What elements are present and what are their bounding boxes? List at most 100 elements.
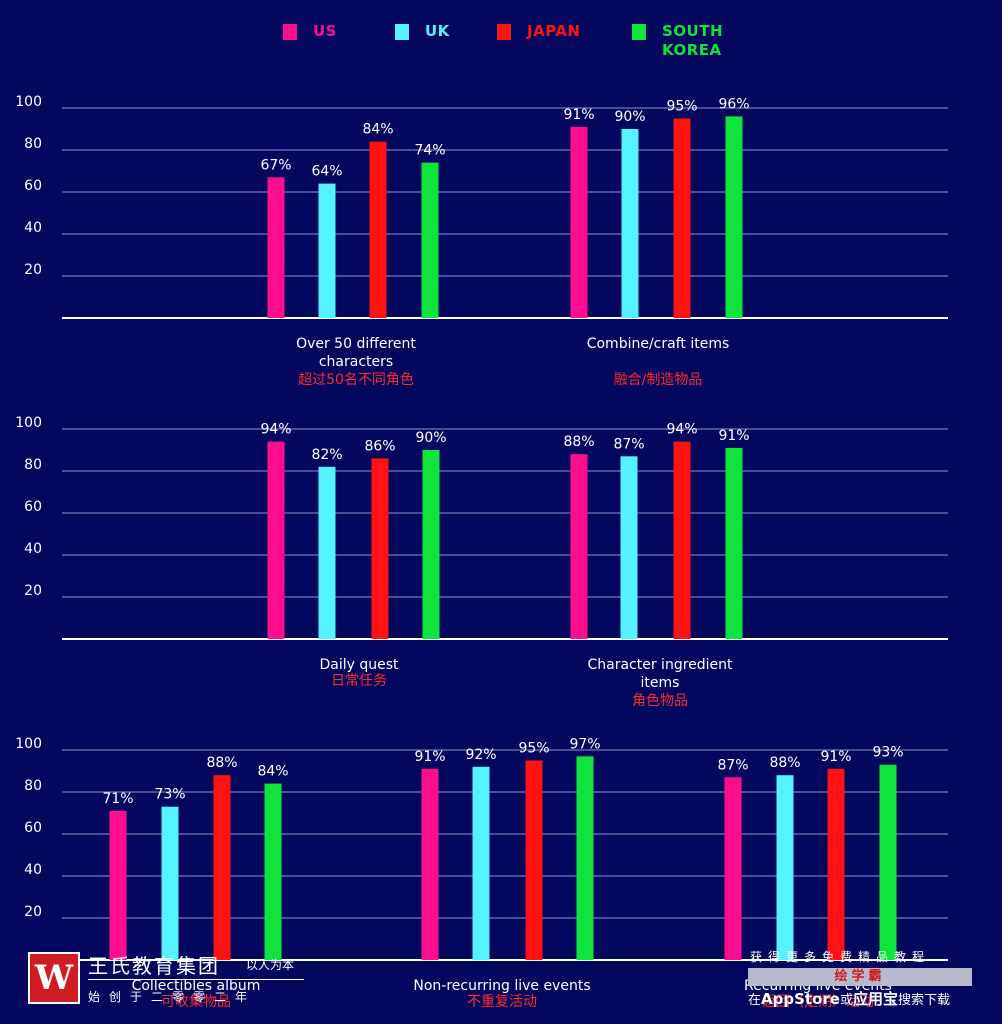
bar <box>621 129 639 318</box>
bar-value-label: 97% <box>569 736 600 752</box>
bar <box>318 466 336 639</box>
y-tick-label: 20 <box>24 583 42 599</box>
store-name: AppStore <box>761 990 840 1008</box>
y-tick-label: 80 <box>24 136 42 152</box>
bar-value-label: 87% <box>613 436 644 452</box>
legend-label-japan: JAPAN <box>527 22 581 40</box>
bar <box>472 766 490 960</box>
watermark-left: W 王氏教育集团 以人为本 始创于二零零二年 <box>28 950 318 1010</box>
watermark-org-name: 王氏教育集团 <box>88 954 220 978</box>
download-prefix: 在 <box>748 993 762 1008</box>
bar-value-label: 73% <box>154 787 185 803</box>
bar <box>620 456 638 639</box>
bar <box>724 777 742 960</box>
bar-value-label: 94% <box>666 422 697 438</box>
legend-item-japan: JAPAN <box>497 22 580 41</box>
bar <box>369 141 387 318</box>
legend-swatch-south-korea <box>632 24 646 40</box>
bar-value-label: 91% <box>563 107 594 123</box>
y-tick-label: 80 <box>24 457 42 473</box>
bar <box>213 775 231 960</box>
watermark-motto: 以人为本 <box>246 958 295 972</box>
brand-logo-icon: W <box>28 952 80 1004</box>
bar-value-label: 82% <box>311 447 342 463</box>
category-label: Daily quest <box>319 657 399 673</box>
bar <box>421 162 439 318</box>
category-label-cn: 融合/制造物品 <box>614 372 703 388</box>
legend-swatch-uk <box>395 24 409 40</box>
bar <box>421 768 439 960</box>
bar-value-label: 92% <box>465 747 496 763</box>
bar-value-label: 95% <box>518 741 549 757</box>
bar-value-label: 87% <box>717 757 748 773</box>
bar <box>827 768 845 960</box>
legend-item-us: US <box>283 22 337 41</box>
bar <box>725 447 743 639</box>
bar-value-label: 71% <box>102 791 133 807</box>
bar <box>264 783 282 960</box>
bar <box>673 118 691 318</box>
bar <box>318 183 336 318</box>
bar <box>371 458 389 639</box>
category-label: Collectibles album <box>132 978 261 994</box>
bar-value-label: 86% <box>364 438 395 454</box>
category-label-cn: 不重复活动 <box>467 993 537 1010</box>
bar-value-label: 95% <box>666 99 697 115</box>
bar <box>570 126 588 319</box>
bar <box>422 450 440 639</box>
category-label-cn: 日常任务 <box>331 673 387 689</box>
watermark-since: 始创于二零零二年 <box>88 990 257 1004</box>
bar-value-label: 88% <box>563 434 594 450</box>
bar-value-label: 90% <box>415 430 446 446</box>
download-suffix: 搜索下载 <box>897 993 950 1008</box>
bar <box>879 764 897 960</box>
bar-value-label: 74% <box>414 143 445 159</box>
category-label: Over 50 different characters <box>296 336 416 370</box>
category-label-cn: 返回（定期）活动 <box>762 994 874 1010</box>
legend-label-south-korea: SOUTH KOREA <box>662 22 724 59</box>
watermark-download: 在AppStore或应用宝搜索下载 <box>748 988 950 1009</box>
category-label-cn: 超过50名不同角色 <box>298 371 414 388</box>
bar <box>161 806 179 960</box>
bar <box>776 775 794 960</box>
y-tick-label: 100 <box>15 415 42 431</box>
bar-value-label: 88% <box>206 755 237 771</box>
bar-value-label: 88% <box>769 755 800 771</box>
bar <box>267 441 285 639</box>
y-tick-label: 60 <box>24 499 42 515</box>
y-tick-label: 80 <box>24 778 42 794</box>
bar-value-label: 96% <box>718 96 749 112</box>
bar-value-label: 91% <box>820 749 851 765</box>
y-tick-label: 60 <box>24 178 42 194</box>
category-label: Combine/craft items <box>587 336 730 352</box>
y-tick-label: 20 <box>24 904 42 920</box>
category-label-cn: 角色物品 <box>632 692 688 709</box>
bar <box>576 756 594 960</box>
category-label: Character ingredient items <box>587 657 733 691</box>
watermark-right: 获得更多免费精品教程 绘学霸 在AppStore或应用宝搜索下载 <box>748 948 978 1014</box>
bar <box>725 116 743 319</box>
download-or: 或 <box>839 993 853 1008</box>
legend-item-uk: UK <box>395 22 450 41</box>
legend-item-south-korea: SOUTH KOREA <box>632 22 723 60</box>
legend: US UK JAPAN SOUTH KOREA <box>0 22 1002 62</box>
bar-value-label: 84% <box>362 122 393 138</box>
bar-value-label: 90% <box>614 109 645 125</box>
legend-swatch-japan <box>497 24 511 40</box>
y-tick-label: 100 <box>15 736 42 752</box>
category-label-cn: 可收集物品 <box>161 993 231 1010</box>
legend-label-uk: UK <box>425 22 450 40</box>
y-tick-label: 100 <box>15 94 42 110</box>
legend-label-us: US <box>313 22 337 40</box>
y-tick-label: 20 <box>24 262 42 278</box>
y-tick-label: 60 <box>24 820 42 836</box>
bar-value-label: 94% <box>260 422 291 438</box>
y-tick-label: 40 <box>24 220 42 236</box>
bar-value-label: 91% <box>414 749 445 765</box>
watermark-brand-box: 绘学霸 <box>748 968 972 986</box>
bar <box>109 810 127 960</box>
bar <box>525 760 543 960</box>
y-tick-label: 40 <box>24 541 42 557</box>
bar-value-label: 93% <box>872 745 903 761</box>
